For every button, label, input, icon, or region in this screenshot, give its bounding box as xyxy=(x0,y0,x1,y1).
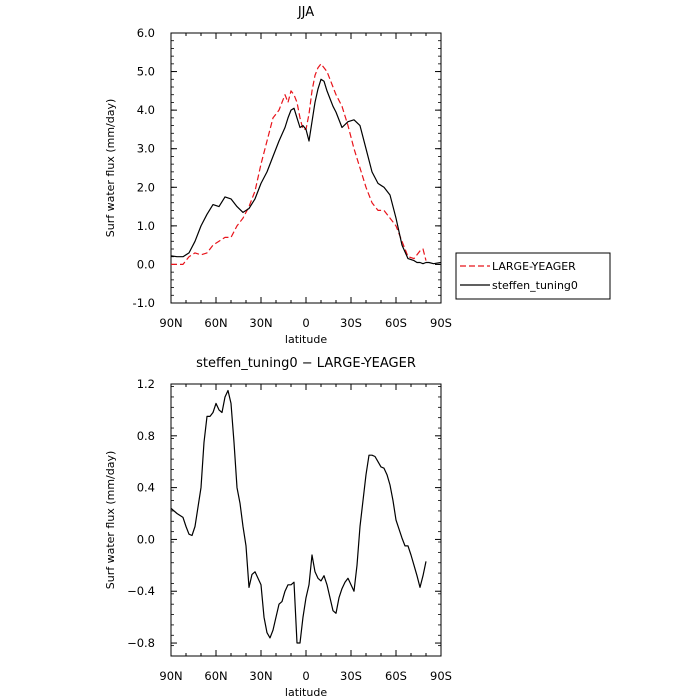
panel2-x-tick-label: 30S xyxy=(340,669,362,683)
panel1-y-tick-label: 5.0 xyxy=(137,65,155,79)
panel1-y-tick-label: -1.0 xyxy=(133,296,155,310)
legend-box xyxy=(455,252,611,300)
panel2-x-tick-label: 60S xyxy=(385,669,407,683)
panel2-y-tick-label: −0.8 xyxy=(127,636,155,650)
panel1-x-tick-label: 30S xyxy=(340,316,362,330)
panel1-y-axis-label: Surf water flux (mm/day) xyxy=(104,99,117,238)
panel1-x-tick-label: 0 xyxy=(302,316,309,330)
panel1-y-tick-label: 4.0 xyxy=(137,103,155,117)
panel2-x-tick-label: 0 xyxy=(302,669,309,683)
panel2-y-tick-label: 1.2 xyxy=(137,377,155,391)
panel2-y-tick-label: −0.4 xyxy=(127,584,155,598)
panel1-y-tick-label: 1.0 xyxy=(137,219,155,233)
panel2-x-tick-label: 90S xyxy=(430,669,452,683)
panel1-title: JJA xyxy=(297,5,314,20)
legend-label: steffen_tuning0 xyxy=(492,279,578,292)
panel2-x-tick-label: 90N xyxy=(159,669,182,683)
panel1-plot-frame xyxy=(170,32,442,304)
panel2-y-axis-label: Surf water flux (mm/day) xyxy=(104,451,117,590)
panel1-x-tick-label: 30N xyxy=(249,316,272,330)
panel1-y-tick-label: 0.0 xyxy=(137,257,155,271)
legend-label: LARGE-YEAGER xyxy=(492,260,576,273)
panel1-series-line-large-yeager xyxy=(171,63,427,265)
panel2-y-tick-label: 0.4 xyxy=(137,481,155,495)
panel1-series-line-steffen-tuning0 xyxy=(170,78,442,265)
panel1-x-tick-label: 60N xyxy=(204,316,227,330)
panel1-y-tick-label: 6.0 xyxy=(137,26,155,40)
panel2-x-tick-label: 60N xyxy=(204,669,227,683)
panel2-title: steffen_tuning0 − LARGE-YEAGER xyxy=(196,356,416,371)
panel2-y-tick-label: 0.0 xyxy=(137,532,155,546)
panel1-x-tick-label: 90N xyxy=(159,316,182,330)
panel2-plot-frame xyxy=(170,383,442,657)
panel1-x-axis-label: latitude xyxy=(285,333,327,346)
panel1-x-tick-label: 60S xyxy=(385,316,407,330)
panel1-x-tick-label: 90S xyxy=(430,316,452,330)
panel1-y-tick-label: 2.0 xyxy=(137,180,155,194)
panel2-x-axis-label: latitude xyxy=(285,686,327,699)
panel2-series-line-0 xyxy=(170,389,427,644)
panel2-y-tick-label: 0.8 xyxy=(137,429,155,443)
panel1-y-tick-label: 3.0 xyxy=(137,142,155,156)
panel2-x-tick-label: 30N xyxy=(249,669,272,683)
